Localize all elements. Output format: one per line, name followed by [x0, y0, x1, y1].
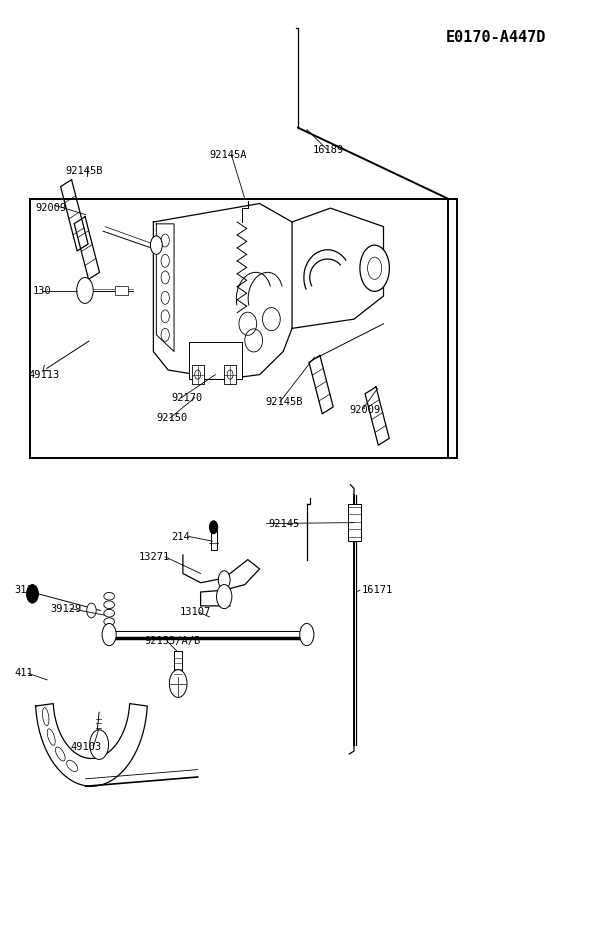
Text: eReplacementParts.com: eReplacementParts.com [232, 426, 358, 435]
Ellipse shape [55, 747, 65, 761]
Text: 92009: 92009 [35, 204, 67, 213]
Circle shape [360, 245, 389, 291]
Circle shape [90, 730, 109, 759]
Text: 130: 130 [32, 287, 51, 296]
Circle shape [161, 271, 169, 284]
Circle shape [161, 254, 169, 267]
Text: 214: 214 [171, 532, 190, 541]
Circle shape [227, 370, 233, 379]
Circle shape [169, 670, 187, 697]
Circle shape [218, 571, 230, 589]
Bar [192, 365, 204, 384]
Text: 92145: 92145 [268, 519, 300, 528]
Circle shape [161, 310, 169, 323]
Circle shape [217, 585, 232, 609]
Bar [224, 365, 236, 384]
Text: 92170: 92170 [171, 393, 202, 402]
Ellipse shape [42, 708, 49, 726]
Text: 16189: 16189 [313, 145, 344, 154]
Bar [348, 504, 361, 541]
Circle shape [27, 585, 38, 603]
Bar [115, 286, 128, 295]
Text: E0170-A447D: E0170-A447D [445, 30, 546, 44]
Text: 92145B: 92145B [266, 398, 303, 407]
Text: 411: 411 [15, 669, 34, 678]
Text: 92145B: 92145B [65, 166, 103, 176]
Circle shape [77, 278, 93, 303]
Ellipse shape [47, 729, 55, 746]
Circle shape [195, 370, 201, 379]
Text: 13271: 13271 [139, 552, 170, 561]
Text: 92145A: 92145A [209, 151, 247, 160]
Circle shape [102, 623, 116, 646]
Ellipse shape [67, 760, 78, 771]
Bar [189, 342, 242, 379]
Bar [30, 199, 457, 458]
Text: 92009: 92009 [350, 405, 381, 414]
Text: 39129: 39129 [50, 604, 81, 613]
Circle shape [300, 623, 314, 646]
Circle shape [87, 603, 96, 618]
Circle shape [161, 234, 169, 247]
Text: 16171: 16171 [362, 586, 393, 595]
Text: 92153/A/B: 92153/A/B [145, 636, 201, 646]
Text: 49103: 49103 [71, 743, 102, 752]
Bar [211, 530, 217, 550]
Circle shape [150, 236, 162, 254]
Text: 311: 311 [15, 586, 34, 595]
Text: 92150: 92150 [156, 413, 188, 423]
Text: 13107: 13107 [180, 608, 211, 617]
Circle shape [368, 257, 382, 279]
Circle shape [209, 521, 218, 534]
Circle shape [161, 328, 169, 341]
Text: 49113: 49113 [28, 370, 60, 379]
Circle shape [161, 291, 169, 304]
Bar [174, 651, 182, 677]
